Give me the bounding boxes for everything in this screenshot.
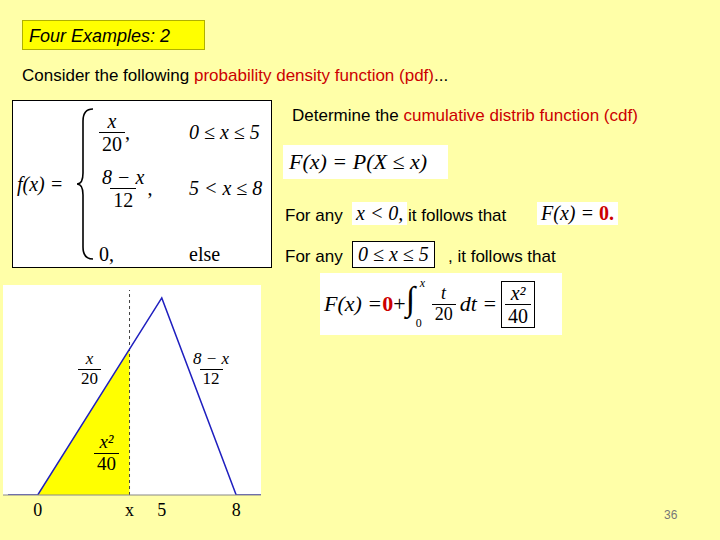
html-text:Determine the cumulative distr: Determine the cumulative distrib functio… [292, 106, 638, 125]
html-text:8 − x: 8 − x [193, 349, 229, 368]
html-text:x²: x² [99, 431, 114, 452]
html-text:20 dt =: 20 dt = [434, 291, 498, 324]
html-text:For any: For any [285, 247, 343, 266]
html-text:40: 40 [97, 452, 116, 474]
html-text:0,: 0, [99, 242, 114, 265]
html-text:x: x [107, 109, 117, 132]
html-text:36: 36 [664, 508, 678, 522]
html-text:For any: For any [285, 206, 343, 225]
html-text:20: 20 [102, 132, 122, 155]
html-text:else: else [189, 242, 221, 265]
svg-text:x: x [125, 500, 134, 520]
svg-text:0: 0 [33, 500, 42, 520]
html-text:5 < x ≤ 8: 5 < x ≤ 8 [189, 176, 263, 199]
html-text:0 ≤ x ≤ 5: 0 ≤ x ≤ 5 [358, 243, 429, 265]
svg-text:8: 8 [232, 500, 241, 520]
html-text:Consider the following probabi: Consider the following probability densi… [22, 66, 449, 85]
html-text:Four Examples: 2: Four Examples: 2 [29, 26, 171, 46]
html-text:, it follows that: , it follows that [448, 247, 556, 266]
html-text:x: x [419, 276, 425, 290]
svg-text:5: 5 [157, 500, 166, 520]
html-text:0: 0 [415, 316, 422, 330]
html-text:x: x [85, 349, 94, 368]
html-text:f(x) =: f(x) = [17, 173, 64, 195]
html-text:F(x) = P(X ≤ x): F(x) = P(X ≤ x) [289, 149, 428, 174]
html-text:0 ≤ x ≤ 5: 0 ≤ x ≤ 5 [189, 120, 260, 143]
html-text:t: t [441, 282, 447, 303]
html-text:12: 12 [202, 368, 220, 388]
html-text:x²: x² [510, 281, 526, 304]
html-text:20: 20 [81, 368, 98, 388]
html-text:F(x) = 0 +∫: F(x) = 0 +∫ [324, 280, 415, 317]
html-text:F(x) = 0.: F(x) = 0. [541, 202, 614, 224]
html-text:12: 12 [113, 188, 134, 211]
html-text:40: 40 [508, 304, 529, 327]
html-text:x < 0, it follows that: x < 0, it follows that [356, 202, 507, 225]
html-text:8 − x: 8 − x [102, 165, 145, 188]
